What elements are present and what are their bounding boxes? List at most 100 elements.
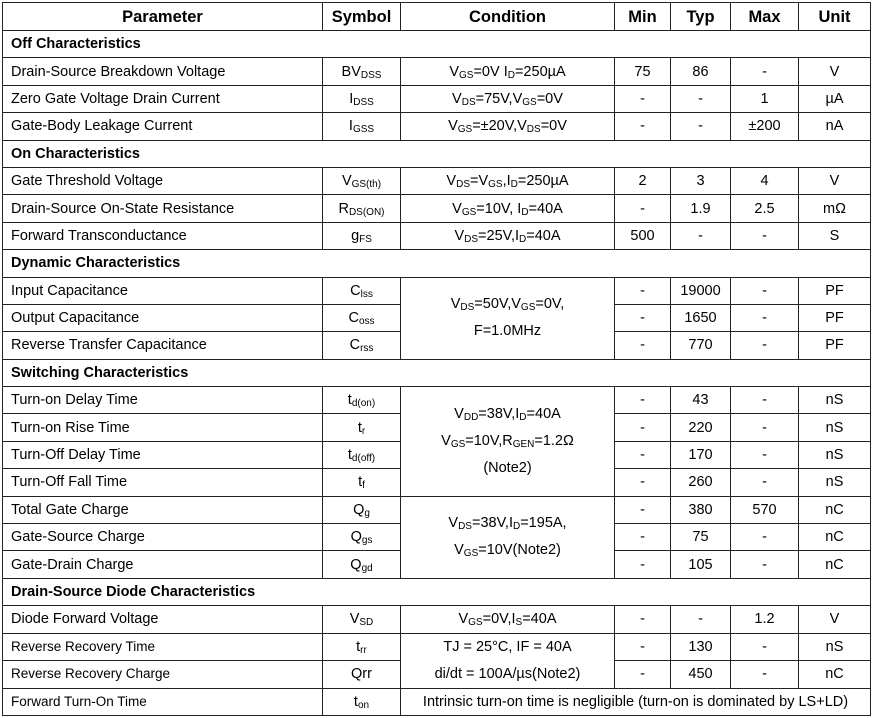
min-cell: - xyxy=(614,331,671,360)
typ-cell: 86 xyxy=(670,57,731,86)
subscript: DS xyxy=(460,302,475,314)
condition-cell: VGS=10V, ID=40A xyxy=(400,194,615,223)
condition-cell: VDS=38V,ID=195A, VGS=10V(Note2) xyxy=(400,495,615,579)
parameter-cell: Gate Threshold Voltage xyxy=(2,166,323,196)
max-cell: 1.2 xyxy=(730,605,799,634)
subscript: GS xyxy=(488,179,503,191)
unit-cell: PF xyxy=(798,331,871,360)
max-cell: 4 xyxy=(730,166,799,196)
symbol-cell: BVDSS xyxy=(322,57,401,86)
text-segment: =40A xyxy=(526,405,561,422)
symbol-cell: RDS(ON) xyxy=(322,194,401,223)
subscript: DS xyxy=(526,124,541,136)
unit-cell: nA xyxy=(798,112,871,141)
subscript: lss xyxy=(360,288,373,300)
symbol-cell: Qrr xyxy=(322,660,401,689)
symbol-cell: Coss xyxy=(322,303,401,333)
text-segment: =195A, xyxy=(520,515,567,532)
unit-cell: nC xyxy=(798,660,871,689)
text-segment: Q xyxy=(353,501,365,518)
parameter-cell: Drain-Source Breakdown Voltage xyxy=(2,57,323,86)
min-cell: - xyxy=(614,194,671,223)
typ-cell: - xyxy=(670,221,731,251)
typ-cell: 170 xyxy=(670,440,731,470)
text-segment: I xyxy=(348,118,353,135)
text-segment: I xyxy=(349,90,354,107)
min-cell: 75 xyxy=(614,57,671,86)
text-segment: t xyxy=(357,419,362,436)
subscript: DS xyxy=(461,96,476,108)
subscript: GS xyxy=(459,69,474,81)
text-segment: TJ = 25°C, IF = 40A xyxy=(443,638,572,655)
condition-line: di/dt = 100A/µs(Note2) xyxy=(403,661,612,688)
text-segment: V xyxy=(452,200,462,217)
subscript: SD xyxy=(359,617,374,629)
condition-cell: VDS=25V,ID=40A xyxy=(400,221,615,251)
text-segment: =38V,I xyxy=(478,405,520,422)
unit-cell: nS xyxy=(798,413,871,442)
typ-cell: 75 xyxy=(670,523,731,552)
parameter-cell: Reverse Recovery Time xyxy=(2,632,323,662)
text-segment: V xyxy=(449,63,460,80)
symbol-cell: ton xyxy=(322,687,401,716)
condition-cell: VDS=75V,VGS=0V xyxy=(400,84,615,114)
unit-cell: nS xyxy=(798,386,871,415)
max-cell: 1 xyxy=(730,84,799,114)
parameter-cell: Turn-on Rise Time xyxy=(2,413,323,442)
subscript: oss xyxy=(358,316,375,328)
table-row: Turn-on Rise Time tr -220- nS xyxy=(2,413,871,442)
symbol-cell: Qgd xyxy=(322,550,401,579)
max-cell: 570 xyxy=(730,495,799,525)
parameter-cell: Forward Turn-On Time xyxy=(2,687,323,716)
table-row: Turn-Off Delay Time td(off) -170- nS xyxy=(2,440,871,470)
table-row: Forward Transconductance gFS VDS=25V,ID=40… xyxy=(2,221,871,251)
header-parameter: Parameter xyxy=(2,2,323,31)
condition-cell: VDS=VGS,ID=250µA xyxy=(400,166,615,196)
text-segment: F=1.0MHz xyxy=(473,323,542,340)
text-segment: V xyxy=(452,90,462,107)
max-cell: - xyxy=(730,303,799,333)
header-max: Max xyxy=(730,2,799,31)
text-segment: =40A xyxy=(528,200,563,217)
text-segment: (Note2) xyxy=(483,459,532,476)
typ-cell: - xyxy=(670,605,731,634)
subscript: FS xyxy=(359,233,372,245)
unit-cell: PF xyxy=(798,303,871,333)
max-cell: - xyxy=(730,413,799,442)
section-title: On Characteristics xyxy=(2,139,871,168)
text-segment: =10V, I xyxy=(476,200,522,217)
symbol-cell: VGS(th) xyxy=(322,166,401,196)
parameter-cell: Gate-Drain Charge xyxy=(2,550,323,579)
symbol-cell: tr xyxy=(322,413,401,442)
symbol-cell: trr xyxy=(322,632,401,662)
subscript: on xyxy=(357,699,370,711)
condition-line: VDS=50V,VGS=0V, xyxy=(403,291,612,318)
text-segment: V xyxy=(454,542,464,559)
condition-note-cell: Intrinsic turn-on time is negligible (tu… xyxy=(400,687,871,716)
max-cell: - xyxy=(730,331,799,360)
parameter-cell: Drain-Source On-State Resistance xyxy=(2,194,323,223)
subscript: GS xyxy=(468,617,483,629)
section-row: Dynamic Characteristics xyxy=(2,249,871,278)
subscript: d(off) xyxy=(351,453,376,465)
typ-cell: - xyxy=(670,84,731,114)
min-cell: - xyxy=(614,413,671,442)
parameter-cell: Reverse Recovery Charge xyxy=(2,660,323,689)
max-cell: ±200 xyxy=(730,112,799,141)
subscript: D xyxy=(510,179,518,191)
table-row: Gate-Source Charge Qgs -75- nC xyxy=(2,523,871,552)
section-row: Drain-Source Diode Characteristics xyxy=(2,577,871,607)
subscript: D xyxy=(519,411,527,423)
text-segment: BV xyxy=(341,63,361,80)
typ-cell: 450 xyxy=(670,660,731,689)
subscript: DS xyxy=(458,521,472,533)
parameter-cell: Diode Forward Voltage xyxy=(2,605,323,634)
text-segment: =1.2Ω xyxy=(534,432,574,449)
section-row: Off Characteristics xyxy=(2,29,871,59)
text-segment: V xyxy=(349,611,360,628)
subscript: GS xyxy=(457,124,473,136)
unit-cell: nS xyxy=(798,440,871,470)
max-cell: - xyxy=(730,660,799,689)
min-cell: - xyxy=(614,550,671,579)
table-row: Zero Gate Voltage Drain Current IDSS VDS=7… xyxy=(2,84,871,114)
